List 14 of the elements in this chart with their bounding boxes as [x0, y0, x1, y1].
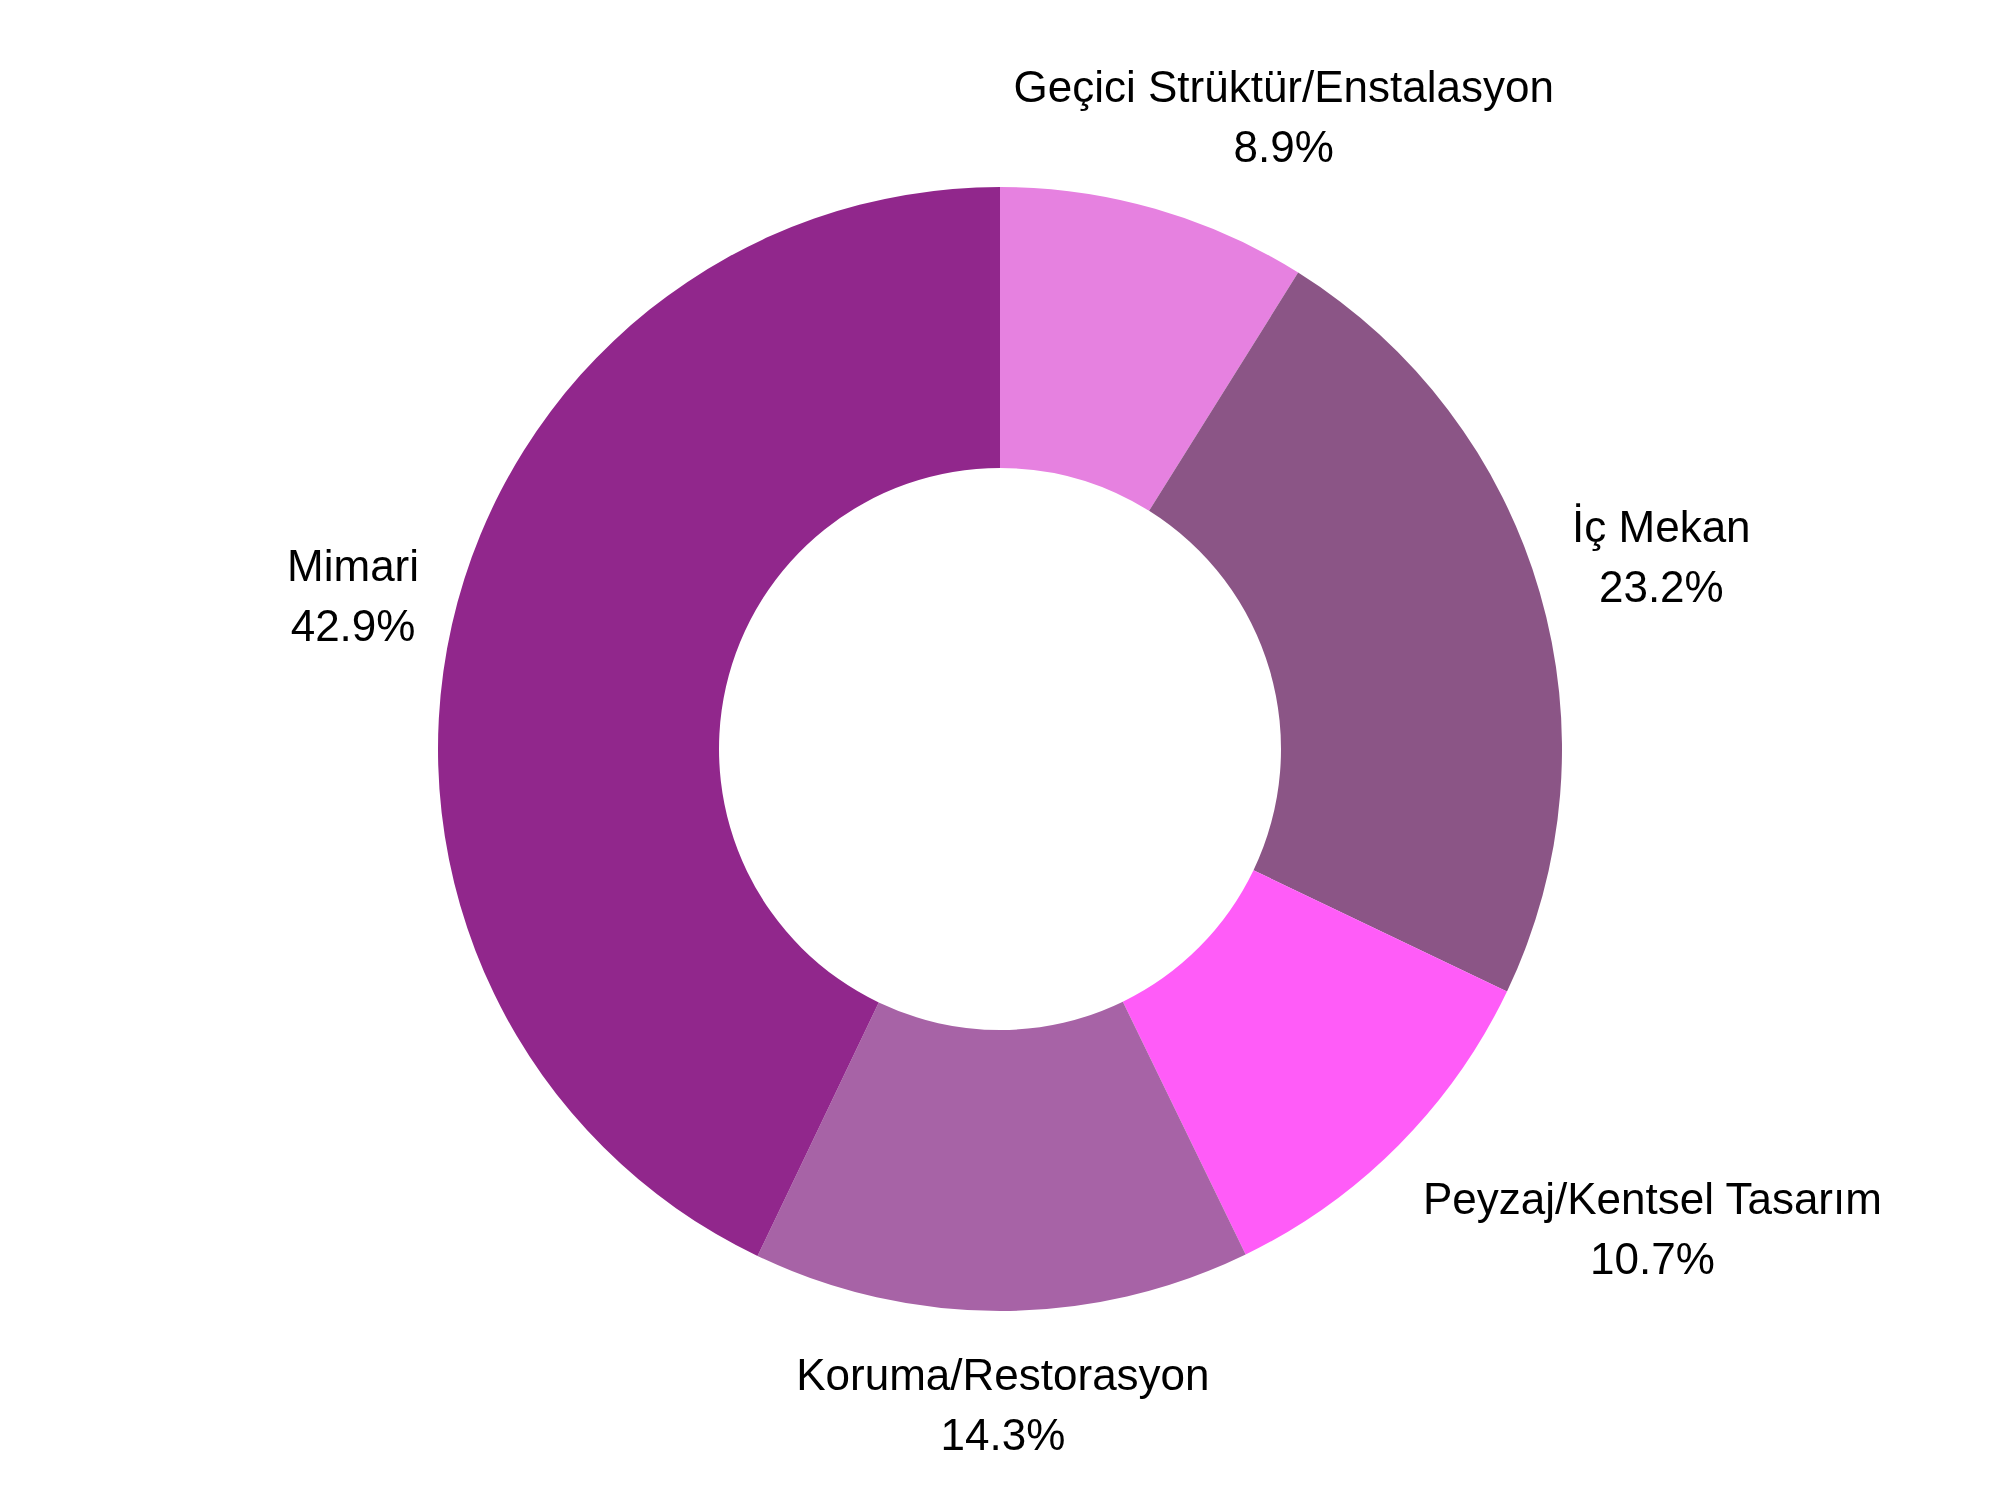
slice-label: Koruma/Restorasyon [796, 1350, 1210, 1400]
slice-label: İç Mekan [1572, 501, 1751, 551]
data-label: 10.7% [1590, 1234, 1715, 1284]
data-label: 14.3% [940, 1410, 1066, 1460]
donut-slice [438, 187, 1000, 1256]
slice-label: Geçici Strüktür/Enstalasyon [1013, 61, 1554, 111]
slice-label: Mimari [287, 541, 420, 591]
donut-slice [757, 1001, 1246, 1310]
data-label: 8.9% [1233, 121, 1334, 171]
donut-slice [1149, 272, 1562, 992]
donut-slice [1000, 187, 1299, 511]
slice-label: Peyzaj/Kentsel Tasarım [1422, 1174, 1882, 1224]
data-label: 42.9% [290, 601, 416, 651]
data-label: 23.2% [1598, 561, 1724, 611]
